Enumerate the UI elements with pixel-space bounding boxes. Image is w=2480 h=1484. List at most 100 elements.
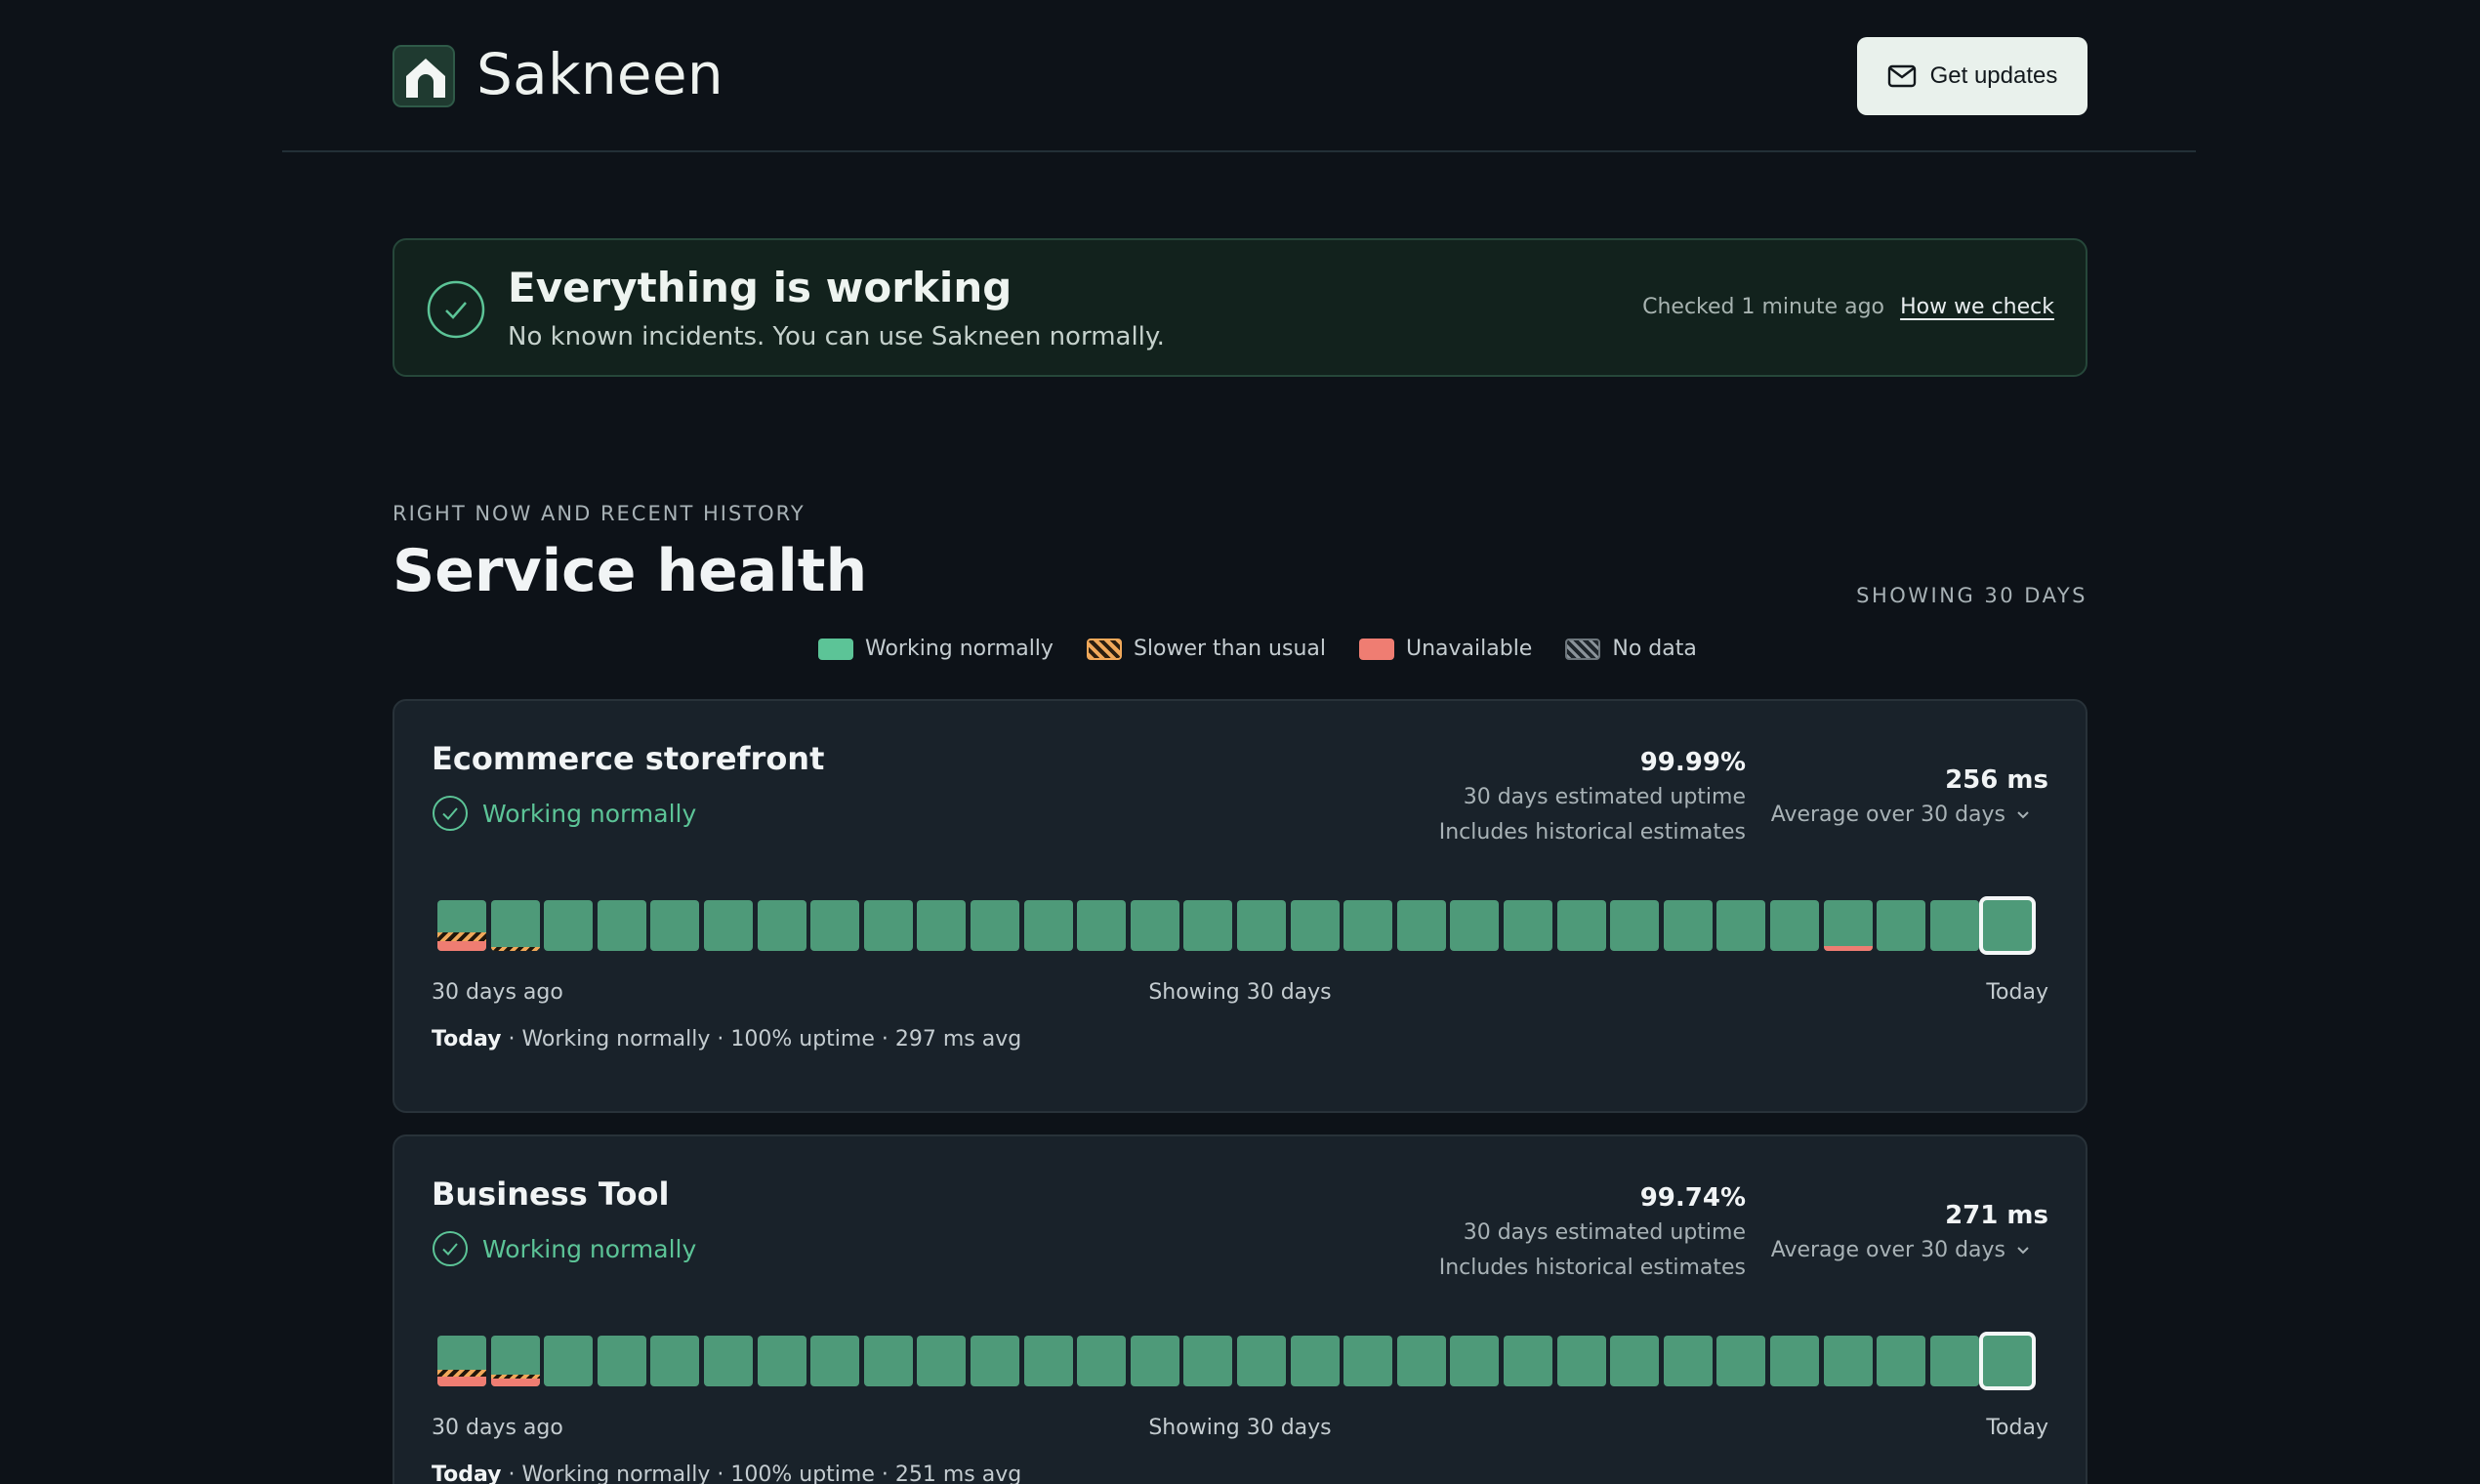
day-bar[interactable] bbox=[1237, 900, 1286, 951]
today-summary: Today · Working normally · 100% uptime ·… bbox=[432, 1463, 1021, 1484]
day-bar[interactable] bbox=[1504, 1336, 1552, 1386]
day-bar[interactable] bbox=[1077, 900, 1127, 951]
slow-segment bbox=[490, 947, 540, 951]
day-bar[interactable] bbox=[1610, 900, 1660, 951]
uptime-note: Includes historical estimates bbox=[1438, 1256, 1746, 1280]
axis-start: 30 days ago bbox=[432, 1416, 563, 1440]
get-updates-label: Get updates bbox=[1929, 62, 2058, 89]
day-bar[interactable] bbox=[597, 900, 646, 951]
day-bar[interactable] bbox=[1877, 1336, 1926, 1386]
legend: Working normally Slower than usual Unava… bbox=[818, 637, 1697, 661]
service-name: Ecommerce storefront bbox=[432, 740, 825, 777]
day-bar[interactable] bbox=[1290, 900, 1340, 951]
day-bar[interactable] bbox=[971, 1336, 1019, 1386]
day-bar[interactable] bbox=[917, 900, 967, 951]
day-bar[interactable] bbox=[1823, 900, 1873, 951]
day-bar[interactable] bbox=[863, 900, 913, 951]
day-bar[interactable] bbox=[1130, 900, 1179, 951]
day-bar[interactable] bbox=[810, 900, 860, 951]
slow-segment bbox=[437, 932, 486, 941]
legend-item-nodata: No data bbox=[1565, 637, 1697, 661]
legend-item-ok: Working normally bbox=[818, 637, 1054, 661]
day-bar[interactable] bbox=[1077, 1336, 1127, 1386]
chevron-down-icon bbox=[2017, 1246, 2029, 1254]
day-bar[interactable] bbox=[1663, 1336, 1713, 1386]
day-bar[interactable] bbox=[490, 900, 540, 951]
day-bar[interactable] bbox=[1343, 900, 1393, 951]
day-bar[interactable] bbox=[1396, 1336, 1446, 1386]
uptime-bars bbox=[437, 896, 2048, 955]
day-bar[interactable] bbox=[1556, 1336, 1606, 1386]
day-bar[interactable] bbox=[1556, 900, 1606, 951]
day-bar[interactable] bbox=[544, 1336, 594, 1386]
legend-label: Slower than usual bbox=[1133, 637, 1326, 661]
unavailable-segment bbox=[437, 1376, 486, 1386]
day-bar[interactable] bbox=[1290, 1336, 1340, 1386]
day-bar[interactable] bbox=[1237, 1336, 1286, 1386]
day-bar[interactable] bbox=[1610, 1336, 1660, 1386]
day-bar[interactable] bbox=[544, 900, 594, 951]
latency-label: Average over 30 days bbox=[1770, 1238, 2005, 1262]
house-icon[interactable] bbox=[393, 45, 455, 107]
day-bar[interactable] bbox=[863, 1336, 913, 1386]
legend-swatch-down bbox=[1359, 638, 1394, 660]
brand-name[interactable]: Sakneen bbox=[476, 41, 723, 107]
day-bar[interactable] bbox=[1716, 1336, 1766, 1386]
legend-swatch-ok bbox=[818, 638, 853, 660]
service-name: Business Tool bbox=[432, 1175, 670, 1213]
day-bar[interactable] bbox=[1023, 900, 1073, 951]
day-bar[interactable] bbox=[1396, 900, 1446, 951]
uptime-bars bbox=[437, 1332, 2048, 1390]
get-updates-button[interactable]: Get updates bbox=[1857, 37, 2087, 115]
day-bar[interactable] bbox=[1450, 1336, 1500, 1386]
latency-dropdown[interactable]: Average over 30 days bbox=[1771, 1238, 2031, 1262]
axis-start: 30 days ago bbox=[432, 980, 563, 1005]
day-bar[interactable] bbox=[704, 1336, 753, 1386]
day-bar[interactable] bbox=[1823, 1336, 1873, 1386]
day-bar[interactable] bbox=[1663, 900, 1713, 951]
banner-title: Everything is working bbox=[508, 264, 1013, 311]
day-bar[interactable] bbox=[1504, 900, 1552, 951]
today-detail: · Working normally · 100% uptime · 251 m… bbox=[501, 1463, 1022, 1484]
day-bar[interactable] bbox=[1183, 900, 1233, 951]
day-bar[interactable] bbox=[1450, 900, 1500, 951]
day-bar[interactable] bbox=[810, 1336, 860, 1386]
day-bar[interactable] bbox=[1183, 1336, 1233, 1386]
day-bar[interactable] bbox=[1716, 900, 1766, 951]
day-bar[interactable] bbox=[757, 1336, 806, 1386]
day-bar[interactable] bbox=[1770, 900, 1819, 951]
day-bar[interactable] bbox=[1343, 1336, 1393, 1386]
day-bar[interactable] bbox=[1929, 1336, 1979, 1386]
legend-label: Unavailable bbox=[1406, 637, 1533, 661]
how-we-check-link[interactable]: How we check bbox=[1900, 295, 2054, 319]
day-bar-today[interactable] bbox=[1979, 896, 2037, 955]
legend-swatch-slow bbox=[1086, 638, 1122, 660]
day-bar-today[interactable] bbox=[1979, 1332, 2037, 1390]
section-title: Service health bbox=[393, 537, 868, 605]
day-bar[interactable] bbox=[597, 1336, 646, 1386]
today-label: Today bbox=[432, 1027, 502, 1051]
day-bar[interactable] bbox=[437, 1336, 486, 1386]
mail-icon bbox=[1887, 64, 1916, 88]
latency-dropdown[interactable]: Average over 30 days bbox=[1771, 803, 2031, 827]
day-bar[interactable] bbox=[650, 900, 700, 951]
service-card-business-tool: Business Tool Working normally 99.74% 30… bbox=[393, 1134, 2087, 1484]
check-circle-icon bbox=[433, 1231, 468, 1266]
service-status: Working normally bbox=[432, 1230, 696, 1267]
status-banner: Everything is working No known incidents… bbox=[393, 238, 2087, 377]
day-bar[interactable] bbox=[704, 900, 753, 951]
check-circle-icon bbox=[433, 796, 468, 831]
day-bar[interactable] bbox=[917, 1336, 967, 1386]
day-bar[interactable] bbox=[1023, 1336, 1073, 1386]
showing-range: SHOWING 30 DAYS bbox=[1856, 584, 2087, 607]
day-bar[interactable] bbox=[757, 900, 806, 951]
day-bar[interactable] bbox=[1929, 900, 1979, 951]
day-bar[interactable] bbox=[437, 900, 486, 951]
day-bar[interactable] bbox=[650, 1336, 700, 1386]
day-bar[interactable] bbox=[971, 900, 1019, 951]
day-bar[interactable] bbox=[1130, 1336, 1179, 1386]
day-bar[interactable] bbox=[490, 1336, 540, 1386]
today-summary: Today · Working normally · 100% uptime ·… bbox=[432, 1027, 1021, 1051]
day-bar[interactable] bbox=[1877, 900, 1926, 951]
day-bar[interactable] bbox=[1770, 1336, 1819, 1386]
